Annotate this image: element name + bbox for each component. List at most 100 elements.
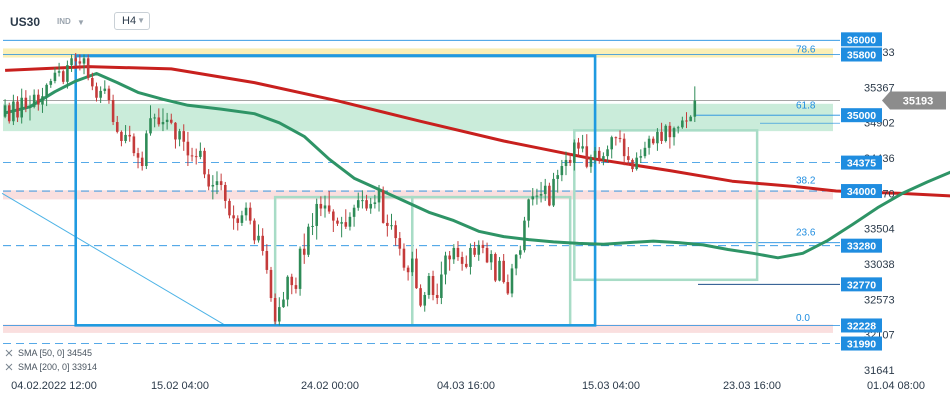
candle bbox=[290, 276, 294, 286]
candle bbox=[20, 97, 23, 118]
candle bbox=[356, 200, 360, 208]
close-icon[interactable] bbox=[5, 363, 13, 371]
x-tick-label: 04.03 16:00 bbox=[437, 380, 495, 392]
candle bbox=[265, 250, 269, 270]
candle bbox=[236, 218, 240, 223]
candle bbox=[531, 196, 535, 200]
fib-label: 0.0 bbox=[796, 313, 810, 324]
candle bbox=[573, 142, 576, 163]
candle bbox=[86, 58, 90, 79]
candle bbox=[564, 159, 568, 167]
candle bbox=[394, 225, 397, 239]
candle bbox=[676, 127, 680, 129]
candle bbox=[153, 117, 156, 119]
candle bbox=[681, 120, 684, 128]
candle bbox=[402, 248, 406, 268]
current-price-label: 35193 bbox=[903, 96, 934, 108]
candle bbox=[668, 125, 672, 138]
candle bbox=[610, 137, 613, 150]
x-tick-label: 24.02 00:00 bbox=[301, 380, 359, 392]
candle bbox=[53, 72, 57, 82]
interval-dropdown[interactable]: H4 ▼ bbox=[114, 12, 150, 30]
candle bbox=[361, 200, 364, 202]
candle bbox=[585, 146, 589, 167]
price-label-box bbox=[841, 108, 882, 123]
price-label-box bbox=[841, 318, 882, 333]
candle bbox=[643, 147, 647, 157]
candle bbox=[332, 211, 335, 221]
y-tick-label: 35367 bbox=[864, 82, 895, 94]
candle bbox=[124, 134, 127, 141]
close-icon[interactable] bbox=[5, 349, 13, 357]
candle bbox=[647, 138, 651, 148]
candle bbox=[224, 184, 227, 201]
candle bbox=[269, 269, 273, 299]
candle bbox=[398, 238, 402, 249]
candle bbox=[248, 207, 252, 221]
candle bbox=[215, 181, 219, 185]
support-zone bbox=[3, 324, 833, 333]
candle bbox=[282, 299, 285, 308]
candle bbox=[415, 258, 418, 289]
candle bbox=[70, 58, 73, 66]
candles-group bbox=[3, 52, 697, 326]
candle bbox=[664, 125, 668, 141]
candle bbox=[78, 61, 82, 64]
candle bbox=[523, 220, 526, 251]
candle bbox=[207, 174, 210, 187]
current-price-tag bbox=[882, 91, 946, 110]
fib-label: 38.2 bbox=[796, 176, 816, 187]
candle bbox=[656, 131, 659, 144]
price-label: 34000 bbox=[847, 186, 876, 198]
candle bbox=[498, 260, 501, 281]
price-label-box bbox=[841, 47, 882, 62]
x-tick-label: 01.04 08:00 bbox=[867, 380, 925, 392]
symbol-dropdown-icon[interactable]: ▼ bbox=[77, 18, 85, 27]
x-tick-label: 23.03 16:00 bbox=[723, 380, 781, 392]
candle bbox=[444, 255, 447, 275]
candle bbox=[103, 88, 107, 91]
price-label: 35800 bbox=[847, 50, 876, 62]
candle bbox=[3, 105, 7, 117]
candle bbox=[45, 84, 48, 97]
candle bbox=[298, 248, 302, 289]
candle bbox=[132, 136, 136, 154]
candle bbox=[373, 202, 377, 204]
candle bbox=[194, 156, 198, 158]
candle bbox=[477, 244, 481, 255]
candle bbox=[161, 122, 165, 125]
candle bbox=[12, 101, 15, 122]
candle bbox=[203, 150, 206, 175]
candle bbox=[489, 254, 493, 263]
candle bbox=[182, 131, 186, 142]
candle bbox=[228, 200, 231, 216]
candle bbox=[74, 58, 78, 62]
candle bbox=[631, 159, 634, 170]
y-tick-label: 31641 bbox=[864, 365, 895, 377]
x-tick-label: 04.02.2022 12:00 bbox=[11, 380, 97, 392]
candle bbox=[120, 131, 123, 141]
candle bbox=[348, 216, 352, 227]
candle bbox=[32, 94, 36, 107]
candle bbox=[577, 142, 580, 149]
candle bbox=[535, 195, 539, 197]
candle bbox=[95, 86, 98, 98]
candle bbox=[502, 260, 505, 283]
candle bbox=[365, 200, 368, 209]
candle bbox=[423, 294, 427, 306]
candle bbox=[107, 88, 111, 101]
candle bbox=[606, 149, 609, 157]
candle bbox=[622, 138, 626, 157]
candle bbox=[614, 137, 618, 139]
pattern-box-3 bbox=[573, 129, 759, 282]
candle bbox=[278, 307, 281, 322]
symbol-label[interactable]: US30 bbox=[10, 15, 41, 29]
sma-50-line bbox=[4, 72, 950, 260]
candle bbox=[91, 78, 94, 87]
candle bbox=[82, 58, 86, 64]
candle bbox=[390, 225, 393, 227]
candle bbox=[115, 122, 119, 132]
candle bbox=[689, 116, 692, 122]
candle bbox=[485, 247, 489, 263]
